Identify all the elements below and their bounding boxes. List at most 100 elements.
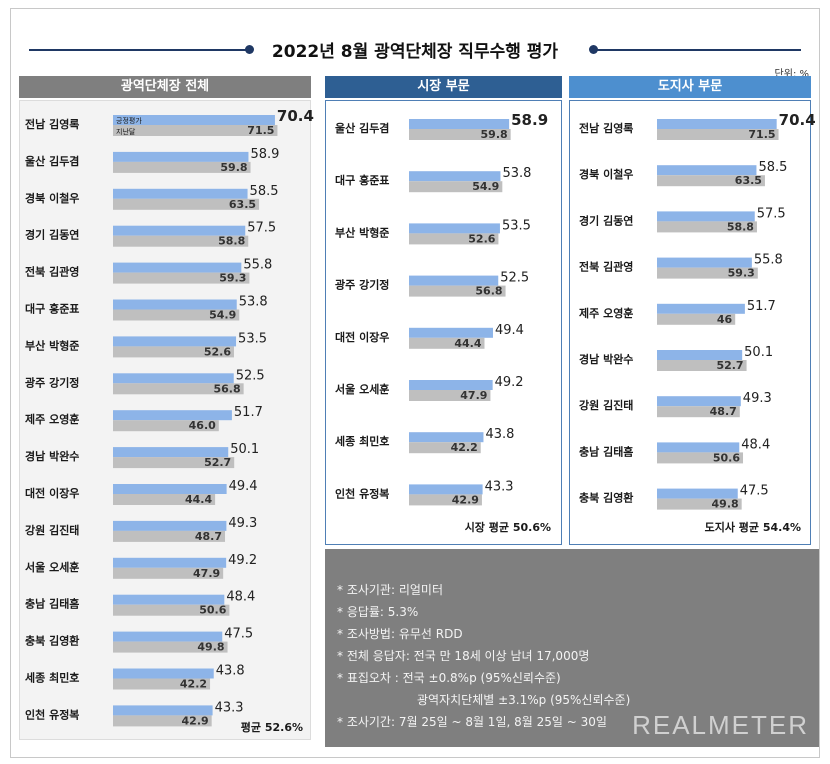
value-label-previous: 48.7 xyxy=(195,530,222,543)
value-label-current: 52.5 xyxy=(236,368,265,383)
survey-info-line: * 응답률: 5.3% xyxy=(337,605,419,619)
survey-info-line: * 표집오차 : 전국 ±0.8%p (95%신뢰수준) xyxy=(337,671,561,685)
bar-previous xyxy=(113,420,219,432)
bar-previous xyxy=(113,161,251,173)
bar-current xyxy=(113,373,234,384)
panel-header-governor: 도지사 부문 xyxy=(569,76,811,98)
bar-previous xyxy=(113,641,228,653)
value-label-current: 49.4 xyxy=(229,479,258,494)
bar-previous xyxy=(113,567,224,579)
value-label-previous: 44.4 xyxy=(185,493,212,506)
category-label: 충남 김태흠 xyxy=(25,597,79,611)
bar-current xyxy=(657,303,745,314)
category-label: 대전 이장우 xyxy=(25,486,79,500)
bar-previous xyxy=(113,715,212,727)
category-label: 울산 김두겸 xyxy=(25,154,79,168)
bar-current xyxy=(113,557,227,568)
bar-current xyxy=(657,165,757,176)
category-label: 세종 최민호 xyxy=(25,671,79,685)
value-label-previous: 63.5 xyxy=(735,174,762,187)
value-label-previous: 56.8 xyxy=(213,382,240,395)
value-label-current: 53.8 xyxy=(239,295,268,310)
infographic-frame: 2022년 8월 광역단체장 직무수행 평가 단위: % 광역단체장 전체 시장… xyxy=(10,8,820,758)
value-label-previous: 48.7 xyxy=(710,405,737,418)
bar-previous xyxy=(113,604,230,616)
survey-info-box: * 조사기관: 리얼미터 * 응답률: 5.3% * 조사방법: 유무선 RDD… xyxy=(325,549,819,747)
category-label: 충남 김태흠 xyxy=(579,444,633,458)
value-label-current: 48.4 xyxy=(226,590,255,605)
value-label-current: 43.8 xyxy=(485,427,514,442)
value-label-previous: 54.9 xyxy=(209,309,236,322)
value-label-previous: 56.8 xyxy=(475,285,502,298)
value-label-current: 43.3 xyxy=(485,479,514,494)
bar-current xyxy=(113,705,213,716)
bar-current xyxy=(409,380,493,390)
title-dot-left xyxy=(245,45,254,54)
bar-current xyxy=(113,594,225,605)
value-label-previous: 46 xyxy=(717,313,733,326)
value-label-previous: 47.9 xyxy=(193,567,220,580)
bar-previous xyxy=(657,452,744,464)
value-label-previous: 63.5 xyxy=(229,198,256,211)
value-label-previous: 71.5 xyxy=(247,124,274,137)
bar-current xyxy=(113,299,237,310)
bar-current xyxy=(657,442,740,453)
bar-previous xyxy=(657,129,779,140)
category-label: 경기 김동연 xyxy=(25,228,79,242)
bar-previous xyxy=(409,129,511,140)
unit-label: 단위: % xyxy=(774,69,809,80)
value-label-previous: 50.6 xyxy=(199,604,226,617)
bar-previous xyxy=(657,360,747,371)
bar-current xyxy=(113,631,223,642)
value-label-previous: 42.9 xyxy=(182,714,209,727)
value-label-previous: 42.9 xyxy=(452,493,479,506)
title-bar: 2022년 8월 광역단체장 직무수행 평가 xyxy=(11,37,819,63)
category-label: 경남 박완수 xyxy=(25,449,79,463)
bar-previous xyxy=(113,125,278,136)
value-label-current: 53.5 xyxy=(502,218,531,233)
bar-current xyxy=(113,225,246,236)
survey-info-line: * 전체 응답자: 전국 만 18세 이상 남녀 17,000명 xyxy=(337,649,590,663)
value-label-previous: 47.9 xyxy=(460,389,487,402)
bar-previous xyxy=(409,285,506,297)
bar-current xyxy=(113,410,232,421)
bar-current xyxy=(409,484,483,495)
value-label-current: 57.5 xyxy=(757,206,786,221)
value-label-current: 70.4 xyxy=(779,111,816,129)
value-label-current: 49.2 xyxy=(228,553,257,568)
category-label: 충북 김영환 xyxy=(25,634,79,648)
category-label: 제주 오영훈 xyxy=(25,412,79,426)
average-label: 시장 평균 50.6% xyxy=(465,520,551,534)
category-label: 경북 이철우 xyxy=(25,191,79,205)
category-label: 전북 김관영 xyxy=(579,260,633,274)
value-label-current: 53.8 xyxy=(502,166,531,181)
value-label-previous: 50.6 xyxy=(713,451,740,464)
value-label-previous: 59.8 xyxy=(220,161,247,174)
value-label-current: 51.7 xyxy=(234,405,263,420)
bar-previous xyxy=(113,457,235,469)
value-label-previous: 46.0 xyxy=(189,419,216,432)
value-label-current: 57.5 xyxy=(247,221,276,236)
value-label-current: 52.5 xyxy=(500,271,529,286)
category-label: 제주 오영훈 xyxy=(579,306,633,320)
category-label: 전북 김관영 xyxy=(25,265,79,279)
value-label-previous: 42.2 xyxy=(451,441,478,454)
bar-previous xyxy=(113,494,216,505)
bar-current xyxy=(657,350,743,360)
survey-info-line: * 조사기간: 7월 25일 ~ 8월 1일, 8월 25일 ~ 30일 xyxy=(337,715,607,729)
bar-current xyxy=(657,488,738,499)
bar-previous xyxy=(113,383,244,395)
category-label: 부산 박형준 xyxy=(25,338,79,352)
title-rule-left xyxy=(29,49,249,51)
value-label-current: 47.5 xyxy=(224,627,253,642)
bar-current xyxy=(113,151,249,162)
bar-current xyxy=(113,336,237,347)
bar-previous xyxy=(657,267,758,279)
value-label-previous: 59.3 xyxy=(219,272,246,285)
bar-previous xyxy=(113,678,211,690)
category-label: 대구 홍준표 xyxy=(25,302,79,316)
value-label-previous: 49.8 xyxy=(712,498,739,511)
bar-previous xyxy=(657,406,740,418)
bar-current xyxy=(113,668,214,679)
